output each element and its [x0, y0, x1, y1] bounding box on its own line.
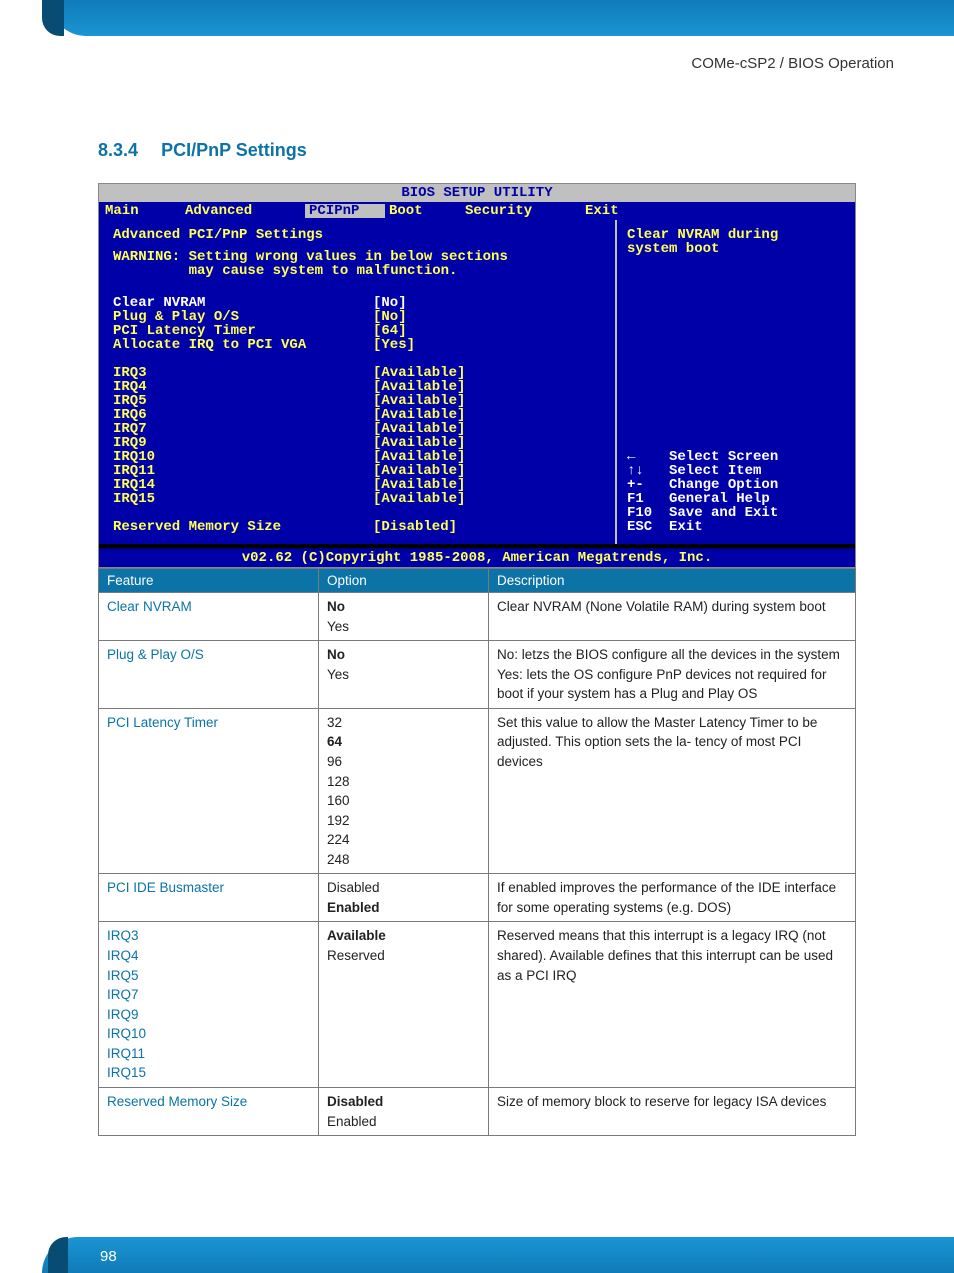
bios-irq-row: IRQ7[Available] [113, 422, 605, 436]
page-number: 98 [100, 1248, 117, 1265]
bios-irq-row: IRQ15[Available] [113, 492, 605, 506]
bios-irq-row: IRQ3[Available] [113, 366, 605, 380]
bios-footer: v02.62 (C)Copyright 1985-2008, American … [99, 548, 855, 567]
bios-help-text: Clear NVRAM during system boot [627, 228, 845, 256]
bios-menu-security: Security [465, 204, 585, 218]
bios-setting-row: Allocate IRQ to PCI VGA[Yes] [113, 338, 605, 352]
bios-menu-boot: Boot [385, 204, 465, 218]
bios-right-panel: Clear NVRAM during system boot ← Select … [615, 220, 855, 544]
bios-irq-row: IRQ4[Available] [113, 380, 605, 394]
bios-menu-exit: Exit [585, 204, 645, 218]
cell-feature: PCI IDE Busmaster [99, 874, 319, 922]
top-ribbon-accent [42, 0, 64, 36]
table-row: Reserved Memory SizeDisabledEnabledSize … [99, 1087, 856, 1135]
footer-ribbon-accent [48, 1237, 68, 1273]
cell-option: 326496128160192224248 [319, 708, 489, 874]
section-number: 8.3.4 [98, 140, 138, 160]
cell-option: DisabledEnabled [319, 874, 489, 922]
bios-menubar: Main Advanced PCIPnP Boot Security Exit [99, 202, 855, 220]
table-header-row: Feature Option Description [99, 569, 856, 593]
cell-option: NoYes [319, 641, 489, 709]
cell-feature: Clear NVRAM [99, 593, 319, 641]
cell-description: Reserved means that this interrupt is a … [489, 922, 856, 1088]
section-heading: 8.3.4 PCI/PnP Settings [98, 140, 856, 161]
table-row: Plug & Play O/SNoYesNo: letzs the BIOS c… [99, 641, 856, 709]
cell-description: Clear NVRAM (None Volatile RAM) during s… [489, 593, 856, 641]
cell-feature: IRQ3IRQ4IRQ5IRQ7IRQ9IRQ10IRQ11IRQ15 [99, 922, 319, 1088]
bios-title: BIOS SETUP UTILITY [99, 184, 855, 202]
bios-irq-row: IRQ9[Available] [113, 436, 605, 450]
top-ribbon [50, 0, 954, 36]
cell-description: No: letzs the BIOS configure all the dev… [489, 641, 856, 709]
bios-setting-row: PCI Latency Timer[64] [113, 324, 605, 338]
bios-menu-advanced: Advanced [185, 204, 305, 218]
bios-setting-row: Plug & Play O/S[No] [113, 310, 605, 324]
bios-menu-main: Main [105, 204, 185, 218]
bios-warning-1: WARNING: Setting wrong values in below s… [113, 250, 605, 264]
bios-body: Advanced PCI/PnP Settings WARNING: Setti… [99, 220, 855, 544]
bios-nav-hints: ← Select Screen ↑↓ Select Item +- Change… [627, 450, 845, 534]
th-option: Option [319, 569, 489, 593]
section-title: PCI/PnP Settings [161, 140, 307, 160]
cell-description: Size of memory block to reserve for lega… [489, 1087, 856, 1135]
bios-reserved-row: Reserved Memory Size[Disabled] [113, 520, 605, 534]
cell-feature: Reserved Memory Size [99, 1087, 319, 1135]
cell-description: Set this value to allow the Master Laten… [489, 708, 856, 874]
bios-irq-row: IRQ11[Available] [113, 464, 605, 478]
bios-irq-row: IRQ14[Available] [113, 478, 605, 492]
table-row: PCI IDE BusmasterDisabledEnabledIf enabl… [99, 874, 856, 922]
th-description: Description [489, 569, 856, 593]
th-feature: Feature [99, 569, 319, 593]
table-row: PCI Latency Timer326496128160192224248Se… [99, 708, 856, 874]
bios-irq-row: IRQ10[Available] [113, 450, 605, 464]
cell-feature: Plug & Play O/S [99, 641, 319, 709]
bios-warning-2: may cause system to malfunction. [113, 264, 605, 278]
footer-ribbon [42, 1237, 954, 1273]
cell-option: DisabledEnabled [319, 1087, 489, 1135]
bios-irq-row: IRQ5[Available] [113, 394, 605, 408]
header-path: COMe-cSP2 / BIOS Operation [691, 55, 894, 72]
cell-feature: PCI Latency Timer [99, 708, 319, 874]
bios-screenshot: BIOS SETUP UTILITY Main Advanced PCIPnP … [98, 183, 856, 568]
table-row: IRQ3IRQ4IRQ5IRQ7IRQ9IRQ10IRQ11IRQ15Avail… [99, 922, 856, 1088]
cell-option: NoYes [319, 593, 489, 641]
bios-left-heading: Advanced PCI/PnP Settings [113, 228, 605, 242]
bios-menu-pcipnp: PCIPnP [305, 204, 385, 218]
bios-left-panel: Advanced PCI/PnP Settings WARNING: Setti… [99, 220, 615, 544]
page-content: 8.3.4 PCI/PnP Settings BIOS SETUP UTILIT… [98, 140, 856, 1136]
cell-option: AvailableReserved [319, 922, 489, 1088]
cell-description: If enabled improves the performance of t… [489, 874, 856, 922]
bios-setting-row: Clear NVRAM[No] [113, 296, 605, 310]
table-row: Clear NVRAMNoYesClear NVRAM (None Volati… [99, 593, 856, 641]
settings-table: Feature Option Description Clear NVRAMNo… [98, 568, 856, 1136]
bios-irq-row: IRQ6[Available] [113, 408, 605, 422]
